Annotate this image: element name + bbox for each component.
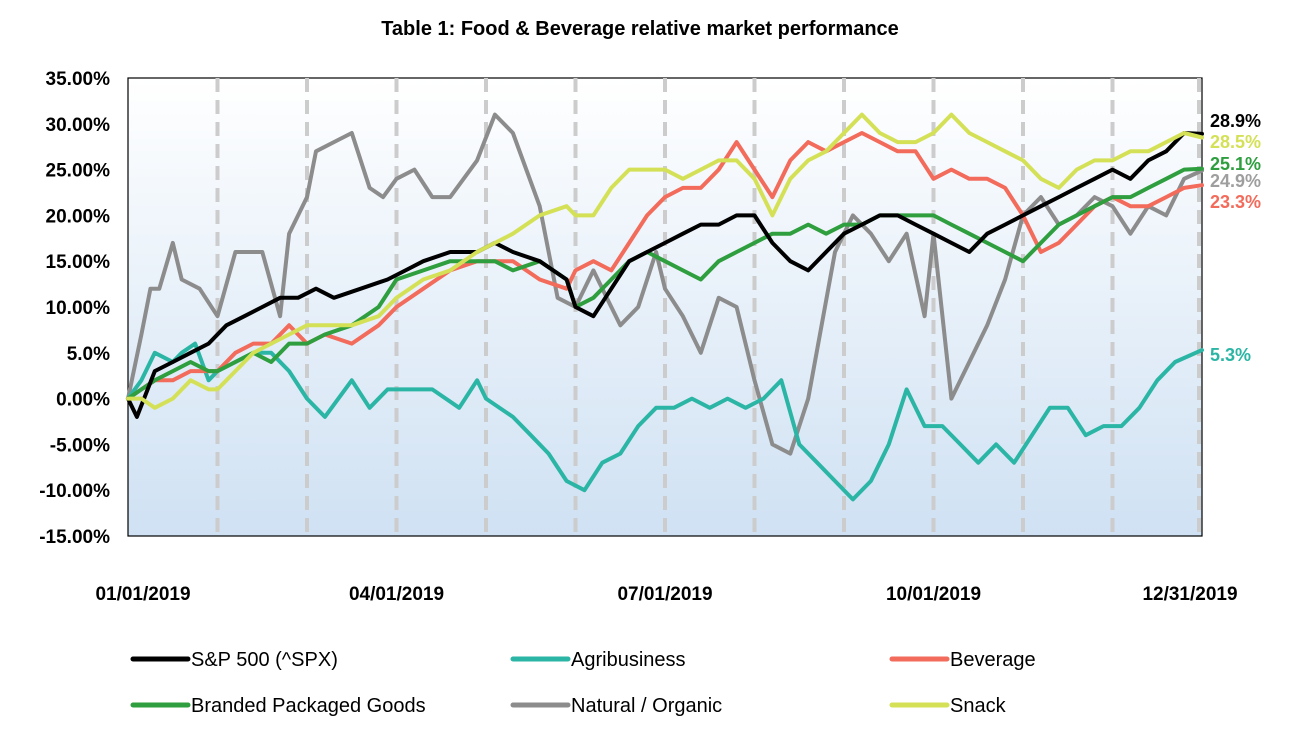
legend-label: Agribusiness bbox=[571, 649, 686, 671]
y-tick-label: -5.00% bbox=[50, 435, 110, 456]
y-tick-label: 15.00% bbox=[46, 252, 111, 273]
x-tick-label: 04/01/2019 bbox=[349, 584, 444, 605]
y-tick-label: 5.0% bbox=[67, 344, 110, 365]
chart-title: Table 1: Food & Beverage relative market… bbox=[381, 18, 899, 40]
legend-label: Snack bbox=[950, 695, 1007, 717]
x-tick-label: 01/01/2019 bbox=[95, 584, 190, 605]
x-tick-label: 12/31/2019 bbox=[1142, 584, 1237, 605]
end-value-label: 28.9% bbox=[1210, 111, 1261, 131]
legend-item: Beverage bbox=[889, 649, 1036, 671]
legend-item: Snack bbox=[889, 695, 1007, 717]
y-tick-label: -15.00% bbox=[39, 527, 110, 548]
end-value-label: 25.1% bbox=[1210, 154, 1261, 174]
series-line-natural-organic bbox=[126, 112, 1204, 456]
end-value-label: 23.3% bbox=[1210, 192, 1261, 212]
series-line-beverage bbox=[126, 131, 1204, 401]
legend-label: Natural / Organic bbox=[571, 695, 722, 717]
end-value-label: 5.3% bbox=[1210, 345, 1251, 365]
end-value-label: 24.9% bbox=[1210, 171, 1261, 191]
y-tick-label: -10.00% bbox=[39, 481, 110, 502]
series-line-snack bbox=[126, 112, 1204, 410]
x-tick-label: 07/01/2019 bbox=[617, 584, 712, 605]
series-line-branded-packaged-goods bbox=[126, 166, 1204, 401]
legend-item: Branded Packaged Goods bbox=[130, 695, 426, 717]
y-tick-label: 0.00% bbox=[56, 390, 110, 411]
legend-item: Agribusiness bbox=[510, 649, 686, 671]
legend-item: Natural / Organic bbox=[510, 695, 722, 717]
y-tick-label: 35.00% bbox=[46, 69, 111, 90]
y-tick-label: 30.00% bbox=[46, 115, 111, 136]
y-tick-label: 10.00% bbox=[46, 298, 111, 319]
y-tick-label: 25.00% bbox=[46, 161, 111, 182]
legend-item: S&P 500 (^SPX) bbox=[130, 649, 338, 671]
y-tick-label: 20.00% bbox=[46, 206, 111, 227]
end-value-label: 28.5% bbox=[1210, 132, 1261, 152]
series-line-agribusiness bbox=[126, 341, 1204, 502]
series-line-s-p-500-spx bbox=[126, 131, 1204, 419]
legend-label: S&P 500 (^SPX) bbox=[191, 649, 338, 671]
x-tick-label: 10/01/2019 bbox=[886, 584, 981, 605]
legend-label: Beverage bbox=[950, 649, 1036, 671]
legend-label: Branded Packaged Goods bbox=[191, 695, 426, 717]
